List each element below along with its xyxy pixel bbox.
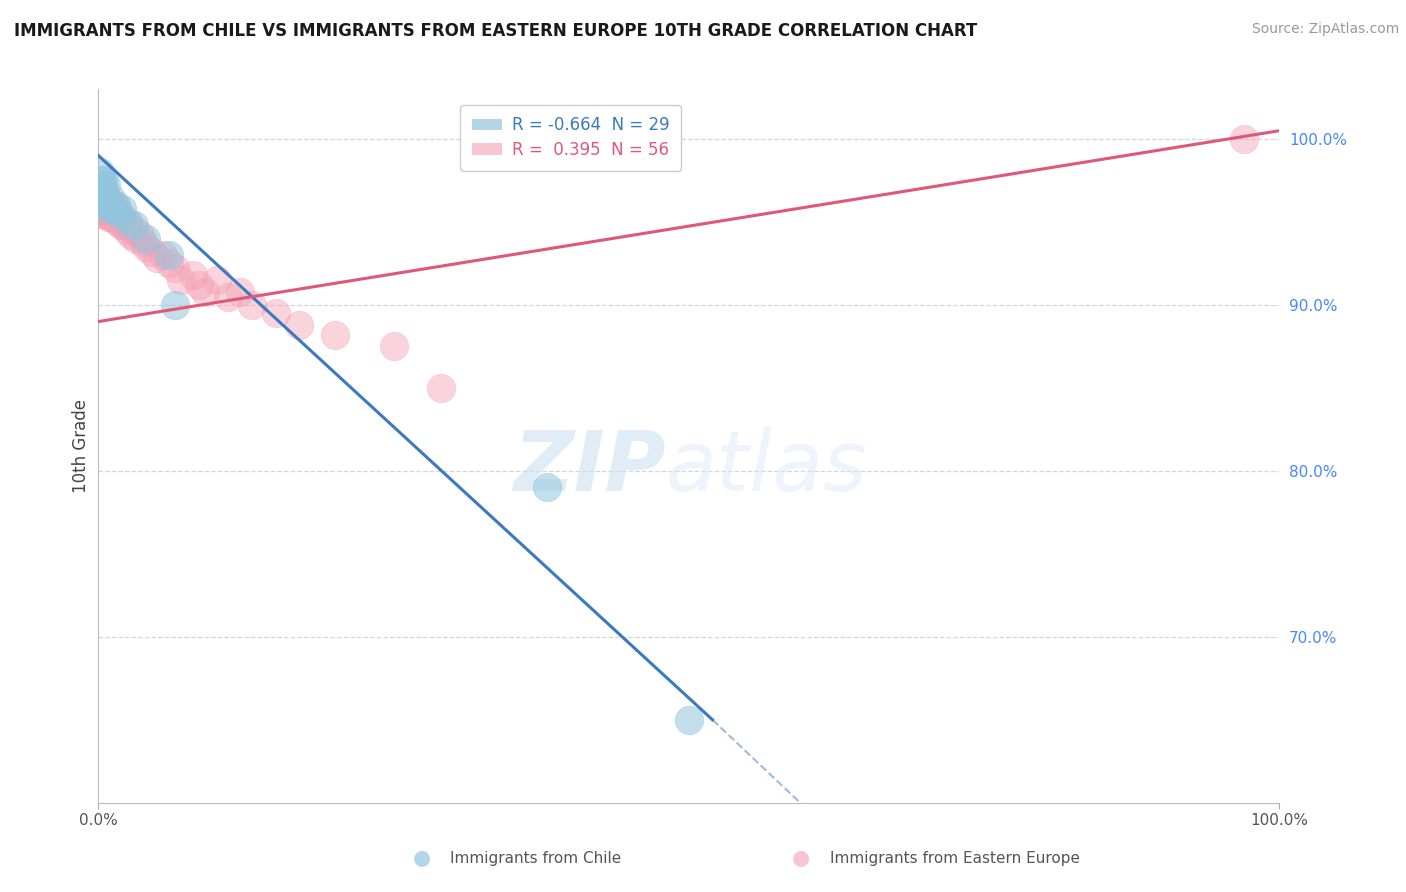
Point	[91, 190, 114, 204]
Point	[91, 178, 114, 193]
Point	[97, 198, 120, 212]
Point	[97, 202, 120, 216]
Text: ZIP: ZIP	[513, 427, 665, 508]
Point	[110, 219, 132, 233]
Point	[105, 202, 128, 216]
Point	[157, 256, 180, 270]
Point	[90, 185, 112, 199]
Point	[90, 182, 112, 196]
Point	[115, 223, 138, 237]
Point	[103, 202, 125, 216]
Point	[89, 178, 111, 193]
Point	[152, 248, 174, 262]
Point	[108, 207, 131, 221]
Point	[125, 231, 148, 245]
Point	[100, 198, 122, 212]
Point	[91, 182, 114, 196]
Point	[430, 381, 453, 395]
Point	[240, 298, 263, 312]
Point	[91, 185, 114, 199]
Point	[1233, 132, 1256, 146]
Point	[91, 190, 114, 204]
Point	[105, 207, 128, 221]
Point	[112, 219, 135, 233]
Point	[91, 198, 114, 212]
Point	[96, 194, 118, 208]
Text: IMMIGRANTS FROM CHILE VS IMMIGRANTS FROM EASTERN EUROPE 10TH GRADE CORRELATION C: IMMIGRANTS FROM CHILE VS IMMIGRANTS FROM…	[14, 22, 977, 40]
Point	[187, 278, 209, 293]
Point	[91, 173, 114, 187]
Point	[91, 207, 114, 221]
Text: Source: ZipAtlas.com: Source: ZipAtlas.com	[1251, 22, 1399, 37]
Point	[89, 165, 111, 179]
Point	[94, 190, 117, 204]
Point	[93, 194, 115, 208]
Point	[100, 202, 122, 216]
Point	[135, 240, 157, 254]
Point	[93, 185, 115, 199]
Point	[205, 273, 228, 287]
Point	[94, 178, 117, 193]
Point	[98, 202, 121, 216]
Point	[132, 235, 155, 249]
Point	[135, 231, 157, 245]
Point	[141, 244, 163, 259]
Point	[96, 194, 118, 208]
Text: Immigrants from Eastern Europe: Immigrants from Eastern Europe	[830, 851, 1080, 865]
Point	[157, 248, 180, 262]
Point	[382, 339, 405, 353]
Point	[91, 202, 114, 216]
Text: ●: ●	[413, 848, 430, 868]
Point	[104, 211, 127, 226]
Point	[93, 202, 115, 216]
Point	[107, 215, 129, 229]
Point	[122, 219, 145, 233]
Point	[94, 198, 117, 212]
Point	[181, 268, 204, 282]
Point	[94, 207, 117, 221]
Point	[217, 290, 239, 304]
Point	[111, 211, 134, 226]
Text: atlas: atlas	[665, 427, 868, 508]
Point	[118, 219, 141, 233]
Point	[264, 306, 287, 320]
Point	[98, 210, 121, 224]
Point	[90, 173, 112, 187]
Point	[678, 713, 700, 727]
Point	[101, 207, 124, 221]
Point	[229, 285, 252, 299]
Point	[96, 202, 118, 216]
Text: Immigrants from Chile: Immigrants from Chile	[450, 851, 621, 865]
Point	[128, 228, 150, 243]
Text: ●: ●	[793, 848, 810, 868]
Point	[165, 298, 187, 312]
Point	[165, 261, 187, 276]
Point	[194, 285, 217, 299]
Point	[90, 194, 112, 208]
Point	[98, 190, 121, 204]
Point	[98, 198, 121, 212]
Point	[121, 228, 143, 243]
Point	[323, 327, 346, 342]
Point	[288, 318, 311, 332]
Point	[122, 223, 145, 237]
Point	[103, 198, 125, 212]
Point	[111, 202, 134, 216]
Point	[105, 198, 128, 212]
Point	[98, 207, 121, 221]
Point	[536, 481, 558, 495]
Point	[108, 210, 131, 224]
Point	[170, 273, 193, 287]
Point	[97, 210, 120, 224]
Point	[91, 194, 114, 208]
Point	[93, 190, 115, 204]
Y-axis label: 10th Grade: 10th Grade	[72, 399, 90, 493]
Legend: R = -0.664  N = 29, R =  0.395  N = 56: R = -0.664 N = 29, R = 0.395 N = 56	[460, 104, 682, 170]
Point	[146, 252, 169, 266]
Point	[117, 215, 139, 229]
